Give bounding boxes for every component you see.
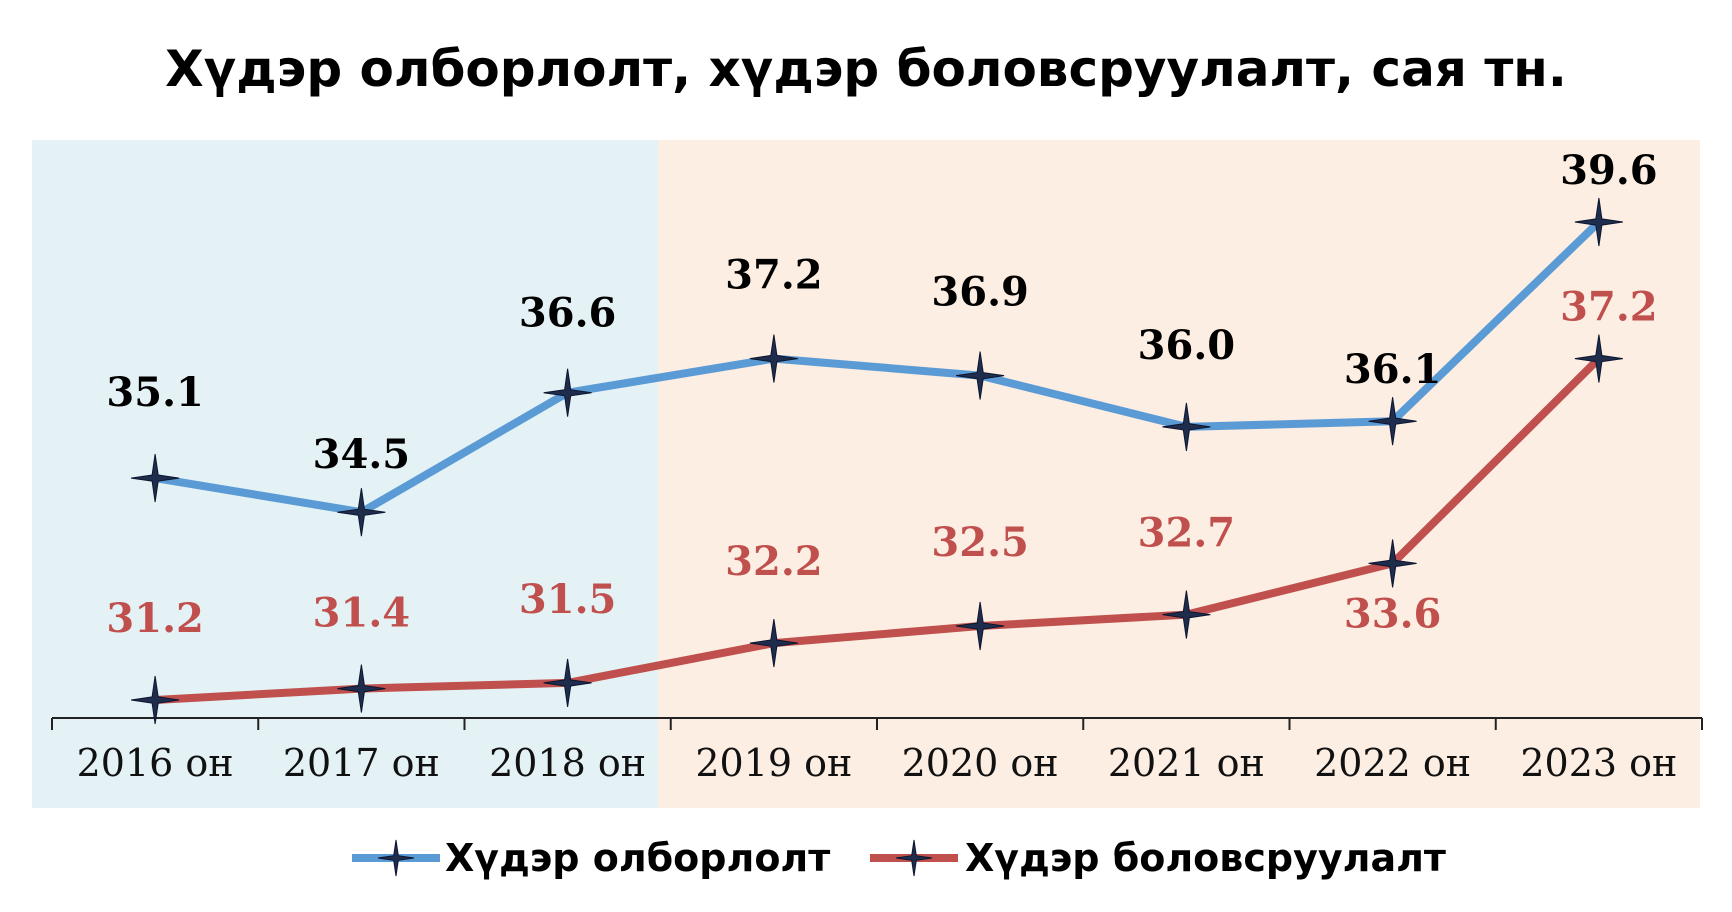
- x-tick-label: 2023 он: [1520, 741, 1677, 785]
- data-label: 37.2: [1560, 284, 1657, 331]
- legend-label: Хүдэр олборлолт: [445, 836, 830, 880]
- x-tick-label: 2020 он: [902, 741, 1059, 785]
- x-tick-label: 2016 он: [77, 741, 234, 785]
- data-label: 36.6: [519, 290, 616, 337]
- data-label: 32.7: [1138, 510, 1235, 557]
- data-label: 36.0: [1138, 322, 1235, 369]
- x-tick-label: 2021 он: [1108, 741, 1265, 785]
- legend: Хүдэр олборлолт Хүдэр боловсруулалт: [352, 836, 1446, 880]
- legend-marker: [377, 839, 415, 877]
- legend-item-mining: Хүдэр олборлолт: [352, 836, 830, 880]
- data-label: 37.2: [725, 252, 822, 299]
- chart-title: Хүдэр олборлолт, хүдэр боловсруулалт, са…: [165, 40, 1567, 98]
- x-tick-label: 2017 он: [283, 741, 440, 785]
- background-bands: [32, 140, 1700, 808]
- data-point-marker: [1368, 539, 1417, 588]
- data-label: 31.2: [106, 595, 203, 642]
- data-point-marker: [1162, 402, 1211, 451]
- data-label: 32.2: [725, 538, 822, 585]
- data-point-marker: [131, 675, 180, 725]
- data-point-marker: [543, 368, 592, 417]
- series-lines: [154, 219, 1602, 704]
- legend-item-refining: Хүдэр боловсруулалт: [870, 836, 1446, 880]
- series-markers: [131, 197, 1623, 725]
- data-point-marker: [956, 601, 1005, 651]
- data-label: 36.1: [1344, 346, 1441, 393]
- legend-marker: [895, 839, 933, 877]
- series-line-mining: [154, 219, 1602, 517]
- data-label: 31.5: [519, 576, 616, 623]
- data-point-marker: [1162, 590, 1211, 639]
- x-tick-label: 2019 он: [695, 741, 852, 785]
- legend-label: Хүдэр боловсруулалт: [965, 836, 1446, 880]
- data-label: 33.6: [1344, 590, 1441, 637]
- data-point-marker: [337, 488, 386, 537]
- data-labels: 35.1 34.5 36.6 37.2 36.9 36.0 36.1 39.6 31.2 31.4…: [106, 147, 1657, 642]
- x-tick-label: 2022 он: [1314, 741, 1471, 785]
- data-point-marker: [749, 619, 798, 668]
- data-label: 35.1: [106, 369, 203, 416]
- data-point-marker: [1574, 197, 1623, 247]
- data-label: 36.9: [931, 269, 1028, 316]
- data-point-marker: [337, 664, 386, 713]
- x-tick-label: 2018 он: [489, 741, 646, 785]
- data-label: 39.6: [1560, 147, 1657, 194]
- background-band: [658, 140, 1700, 808]
- data-label: 31.4: [313, 590, 410, 637]
- data-point-marker: [956, 351, 1005, 400]
- data-point-marker: [1574, 334, 1623, 383]
- background-band: [32, 140, 658, 808]
- data-point-marker: [543, 658, 592, 707]
- data-label: 34.5: [313, 431, 410, 478]
- data-point-marker: [1368, 397, 1417, 446]
- data-point-marker: [131, 454, 180, 503]
- x-axis: 2016 он 2017 он 2018 он 2019 он 2020 он 2021 …: [51, 717, 1703, 785]
- data-point-marker: [749, 334, 798, 383]
- data-label: 32.5: [931, 519, 1028, 566]
- series-line-refining: [154, 355, 1602, 704]
